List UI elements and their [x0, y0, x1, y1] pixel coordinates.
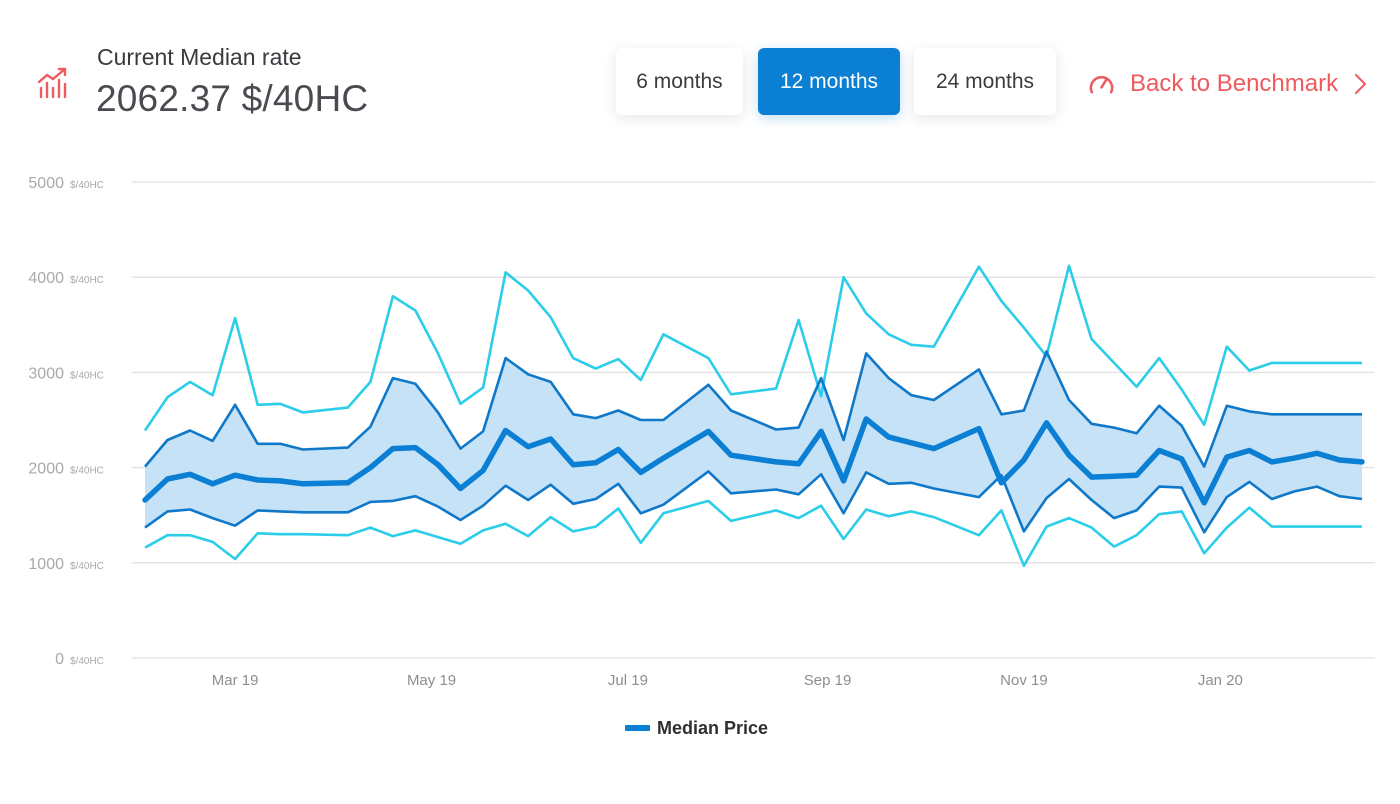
- lower-outer-line: [144, 499, 1362, 568]
- y-tick-unit: $/40HC: [70, 561, 104, 572]
- legend-median-price: Median Price: [657, 717, 769, 738]
- rate-header: Current Median rate 2062.37 $/40HC: [0, 0, 1400, 140]
- x-axis-labels: Mar 19 May 19 Jul 19 Sep 19 Nov 19 Jan 20: [212, 672, 1243, 689]
- upper-outer-line: [143, 264, 1362, 432]
- x-tick-label: May 19: [407, 672, 456, 689]
- chevron-right-icon: [1355, 74, 1367, 94]
- y-tick-label: 3000: [28, 365, 64, 382]
- x-tick-label: Nov 19: [1000, 672, 1048, 689]
- back-to-benchmark-link[interactable]: Back to Benchmark: [1088, 66, 1367, 102]
- back-to-benchmark-label: Back to Benchmark: [1130, 70, 1339, 97]
- y-tick-unit: $/40HC: [70, 275, 104, 286]
- gauge-icon: [1089, 75, 1114, 93]
- legend-swatch: [625, 725, 650, 731]
- period-12-months-button[interactable]: 12 months: [758, 48, 900, 115]
- lower-band-line: [144, 470, 1363, 534]
- y-tick-unit: $/40HC: [70, 466, 104, 477]
- upper-band-line: [144, 350, 1362, 468]
- y-axis-labels: 0 $/40HC 1000 $/40HC 2000 $/40HC 3000 $/40HC 400…: [28, 175, 104, 668]
- median-price-line: [142, 416, 1365, 506]
- period-24-months-button[interactable]: 24 months: [914, 48, 1056, 115]
- chart-up-icon: [37, 67, 67, 99]
- y-tick-label: 5000: [28, 175, 64, 192]
- y-tick-label: 1000: [28, 556, 64, 573]
- y-tick-label: 0: [55, 651, 64, 668]
- x-tick-label: Sep 19: [804, 672, 852, 689]
- interquartile-band: [145, 351, 1362, 533]
- chart-legend: Median Price: [625, 716, 768, 740]
- series-lines: [142, 264, 1365, 568]
- y-tick-unit: $/40HC: [70, 656, 104, 667]
- median-rate-chart: 0 $/40HC 1000 $/40HC 2000 $/40HC 3000 $/40HC 400…: [28, 175, 1375, 689]
- rate-title: Current Median rate: [97, 44, 302, 70]
- y-tick-unit: $/40HC: [70, 370, 104, 381]
- x-tick-label: Jul 19: [608, 672, 648, 689]
- x-tick-label: Mar 19: [212, 672, 259, 689]
- y-tick-unit: $/40HC: [70, 180, 104, 191]
- x-tick-label: Jan 20: [1198, 672, 1243, 689]
- rate-value: 2062.37 $/40HC: [96, 78, 369, 119]
- y-tick-label: 2000: [28, 461, 64, 478]
- period-6-months-button[interactable]: 6 months: [616, 48, 743, 115]
- y-tick-label: 4000: [28, 270, 64, 287]
